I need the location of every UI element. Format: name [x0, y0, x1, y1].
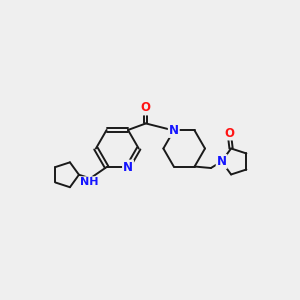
- Text: N: N: [169, 124, 179, 137]
- Text: O: O: [225, 127, 235, 140]
- Text: N: N: [217, 155, 226, 168]
- Text: NH: NH: [80, 177, 98, 187]
- Text: O: O: [141, 101, 151, 115]
- Text: N: N: [123, 160, 133, 173]
